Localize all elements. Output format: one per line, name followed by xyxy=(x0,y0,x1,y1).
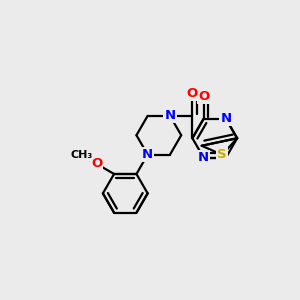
Text: O: O xyxy=(187,87,198,100)
Text: S: S xyxy=(218,148,227,161)
Text: N: N xyxy=(142,148,153,161)
Text: O: O xyxy=(91,158,102,170)
Text: N: N xyxy=(164,109,175,122)
Text: N: N xyxy=(220,112,232,125)
Text: CH₃: CH₃ xyxy=(70,150,92,160)
Text: N: N xyxy=(198,151,209,164)
Text: O: O xyxy=(198,90,209,103)
